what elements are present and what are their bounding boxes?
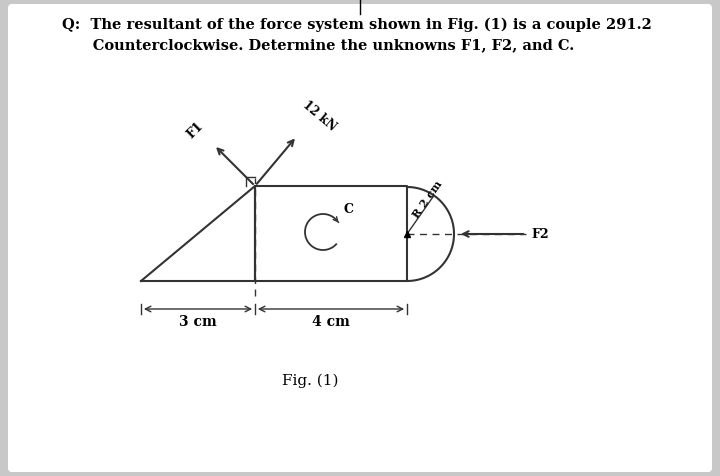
Text: Q:  The resultant of the force system shown in Fig. (1) is a couple 291.2: Q: The resultant of the force system sho… [62,18,652,32]
Text: F2: F2 [531,228,549,240]
Text: C: C [343,203,353,216]
Text: Fig. (1): Fig. (1) [282,374,338,388]
Text: R 2 cm: R 2 cm [411,178,445,220]
Text: 12 kN: 12 kN [300,98,338,133]
Text: Counterclockwise. Determine the unknowns F1, F2, and C.: Counterclockwise. Determine the unknowns… [62,38,575,52]
Text: F1: F1 [184,119,206,141]
Text: 3 cm: 3 cm [179,315,217,329]
FancyBboxPatch shape [8,4,712,472]
Text: 4 cm: 4 cm [312,315,350,329]
